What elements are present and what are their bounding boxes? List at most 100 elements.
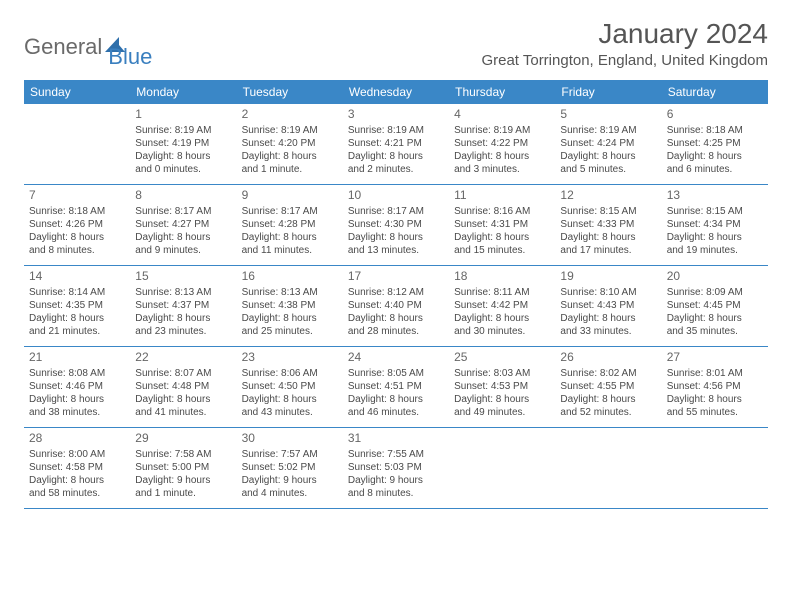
day-sunset: Sunset: 4:58 PM [29, 461, 125, 474]
day-sunrise: Sunrise: 8:13 AM [242, 286, 338, 299]
day-sunset: Sunset: 5:00 PM [135, 461, 231, 474]
title-block: January 2024 Great Torrington, England, … [481, 18, 768, 69]
day-sunrise: Sunrise: 8:15 AM [560, 205, 656, 218]
day-cell: 5Sunrise: 8:19 AMSunset: 4:24 PMDaylight… [555, 104, 661, 184]
day-cell: 17Sunrise: 8:12 AMSunset: 4:40 PMDayligh… [343, 266, 449, 346]
day-sunset: Sunset: 4:50 PM [242, 380, 338, 393]
day-sunrise: Sunrise: 8:15 AM [667, 205, 763, 218]
day-daylight2: and 30 minutes. [454, 325, 550, 338]
day-cell: 23Sunrise: 8:06 AMSunset: 4:50 PMDayligh… [237, 347, 343, 427]
day-cell: 1Sunrise: 8:19 AMSunset: 4:19 PMDaylight… [130, 104, 236, 184]
day-number: 19 [560, 269, 656, 285]
day-number: 12 [560, 188, 656, 204]
day-sunset: Sunset: 4:40 PM [348, 299, 444, 312]
day-daylight2: and 6 minutes. [667, 163, 763, 176]
page-header: General Blue January 2024 Great Torringt… [24, 18, 768, 70]
day-sunrise: Sunrise: 8:19 AM [135, 124, 231, 137]
day-sunset: Sunset: 4:28 PM [242, 218, 338, 231]
day-daylight2: and 43 minutes. [242, 406, 338, 419]
day-number: 15 [135, 269, 231, 285]
day-cell: 12Sunrise: 8:15 AMSunset: 4:33 PMDayligh… [555, 185, 661, 265]
day-sunrise: Sunrise: 8:08 AM [29, 367, 125, 380]
weekday-monday: Monday [130, 80, 236, 104]
week-row: 28Sunrise: 8:00 AMSunset: 4:58 PMDayligh… [24, 428, 768, 509]
day-number: 24 [348, 350, 444, 366]
day-number: 26 [560, 350, 656, 366]
day-sunrise: Sunrise: 8:19 AM [454, 124, 550, 137]
day-daylight1: Daylight: 8 hours [135, 231, 231, 244]
day-daylight2: and 41 minutes. [135, 406, 231, 419]
day-sunset: Sunset: 4:31 PM [454, 218, 550, 231]
day-number: 23 [242, 350, 338, 366]
day-sunset: Sunset: 4:26 PM [29, 218, 125, 231]
weekday-friday: Friday [555, 80, 661, 104]
day-daylight2: and 25 minutes. [242, 325, 338, 338]
day-cell [555, 428, 661, 508]
day-sunrise: Sunrise: 8:02 AM [560, 367, 656, 380]
logo-text-general: General [24, 34, 102, 60]
day-number: 5 [560, 107, 656, 123]
day-daylight1: Daylight: 8 hours [29, 231, 125, 244]
day-daylight1: Daylight: 8 hours [454, 312, 550, 325]
day-sunrise: Sunrise: 8:18 AM [29, 205, 125, 218]
day-daylight2: and 21 minutes. [29, 325, 125, 338]
day-number: 10 [348, 188, 444, 204]
weeks-container: 1Sunrise: 8:19 AMSunset: 4:19 PMDaylight… [24, 104, 768, 509]
day-daylight1: Daylight: 8 hours [29, 393, 125, 406]
day-daylight1: Daylight: 8 hours [242, 231, 338, 244]
day-daylight2: and 9 minutes. [135, 244, 231, 257]
day-sunrise: Sunrise: 7:58 AM [135, 448, 231, 461]
day-sunset: Sunset: 4:19 PM [135, 137, 231, 150]
day-number: 27 [667, 350, 763, 366]
day-daylight2: and 46 minutes. [348, 406, 444, 419]
day-daylight1: Daylight: 9 hours [348, 474, 444, 487]
day-daylight1: Daylight: 8 hours [348, 231, 444, 244]
day-daylight2: and 13 minutes. [348, 244, 444, 257]
day-cell: 2Sunrise: 8:19 AMSunset: 4:20 PMDaylight… [237, 104, 343, 184]
day-sunset: Sunset: 4:25 PM [667, 137, 763, 150]
day-daylight2: and 35 minutes. [667, 325, 763, 338]
day-daylight2: and 58 minutes. [29, 487, 125, 500]
day-daylight1: Daylight: 8 hours [348, 312, 444, 325]
day-daylight2: and 5 minutes. [560, 163, 656, 176]
weekday-thursday: Thursday [449, 80, 555, 104]
weekday-header-row: Sunday Monday Tuesday Wednesday Thursday… [24, 80, 768, 104]
day-sunrise: Sunrise: 8:14 AM [29, 286, 125, 299]
day-daylight2: and 2 minutes. [348, 163, 444, 176]
weekday-saturday: Saturday [662, 80, 768, 104]
day-cell: 11Sunrise: 8:16 AMSunset: 4:31 PMDayligh… [449, 185, 555, 265]
day-daylight2: and 11 minutes. [242, 244, 338, 257]
day-sunrise: Sunrise: 8:01 AM [667, 367, 763, 380]
day-daylight1: Daylight: 8 hours [454, 150, 550, 163]
day-cell: 28Sunrise: 8:00 AMSunset: 4:58 PMDayligh… [24, 428, 130, 508]
day-daylight1: Daylight: 8 hours [454, 393, 550, 406]
day-daylight2: and 3 minutes. [454, 163, 550, 176]
day-daylight2: and 55 minutes. [667, 406, 763, 419]
day-daylight1: Daylight: 8 hours [560, 312, 656, 325]
day-sunset: Sunset: 4:45 PM [667, 299, 763, 312]
day-daylight2: and 8 minutes. [348, 487, 444, 500]
day-daylight2: and 52 minutes. [560, 406, 656, 419]
day-cell: 8Sunrise: 8:17 AMSunset: 4:27 PMDaylight… [130, 185, 236, 265]
day-number: 2 [242, 107, 338, 123]
day-number: 28 [29, 431, 125, 447]
day-sunset: Sunset: 4:42 PM [454, 299, 550, 312]
day-sunrise: Sunrise: 8:12 AM [348, 286, 444, 299]
day-daylight1: Daylight: 8 hours [135, 312, 231, 325]
weekday-wednesday: Wednesday [343, 80, 449, 104]
day-daylight2: and 49 minutes. [454, 406, 550, 419]
day-sunrise: Sunrise: 8:10 AM [560, 286, 656, 299]
day-sunrise: Sunrise: 8:03 AM [454, 367, 550, 380]
day-sunrise: Sunrise: 8:09 AM [667, 286, 763, 299]
day-cell: 20Sunrise: 8:09 AMSunset: 4:45 PMDayligh… [662, 266, 768, 346]
day-number: 22 [135, 350, 231, 366]
day-number: 18 [454, 269, 550, 285]
day-cell: 13Sunrise: 8:15 AMSunset: 4:34 PMDayligh… [662, 185, 768, 265]
day-number: 8 [135, 188, 231, 204]
day-cell: 21Sunrise: 8:08 AMSunset: 4:46 PMDayligh… [24, 347, 130, 427]
day-cell: 27Sunrise: 8:01 AMSunset: 4:56 PMDayligh… [662, 347, 768, 427]
day-sunset: Sunset: 4:24 PM [560, 137, 656, 150]
day-cell: 29Sunrise: 7:58 AMSunset: 5:00 PMDayligh… [130, 428, 236, 508]
day-sunset: Sunset: 4:46 PM [29, 380, 125, 393]
day-sunset: Sunset: 4:48 PM [135, 380, 231, 393]
